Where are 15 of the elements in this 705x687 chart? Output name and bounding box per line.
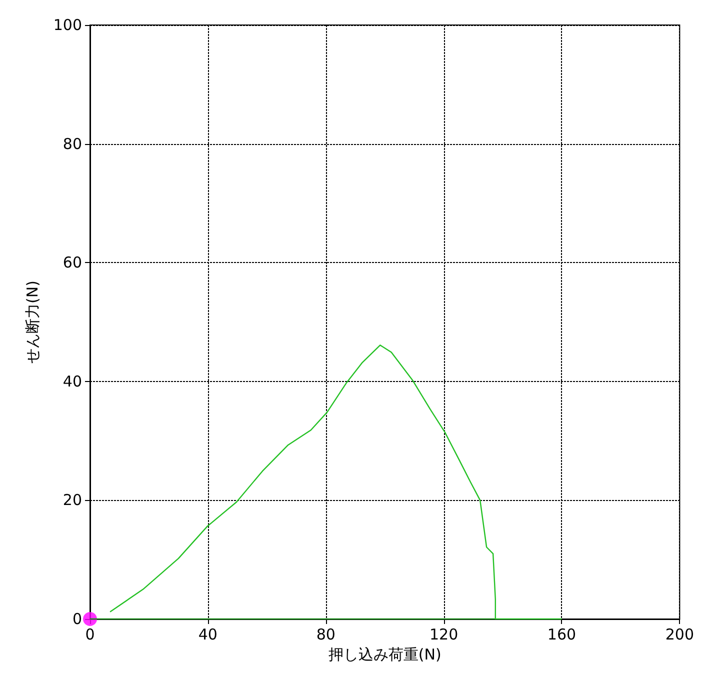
y-tick-label: 60 [62,254,82,272]
y-tick-label: 40 [62,372,82,390]
x-tick-label: 200 [665,626,694,644]
x-tick-label: 80 [316,626,336,644]
y-tick-label: 80 [62,134,82,153]
x-tick-label: 120 [429,626,458,644]
x-tick-label: 0 [85,626,95,644]
x-axis-title: 押し込み荷重(N) [328,646,442,664]
x-tick-label: 40 [198,626,218,644]
y-tick-label: 100 [53,16,82,34]
x-tick-label: 160 [547,626,576,644]
line-series [109,344,562,620]
y-tick-label: 0 [72,610,82,628]
y-tick-label: 20 [62,491,82,510]
y-axis-title: せん断力(N) [24,280,42,364]
